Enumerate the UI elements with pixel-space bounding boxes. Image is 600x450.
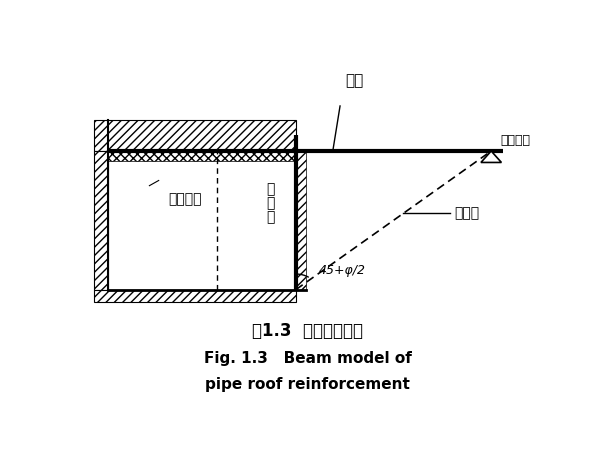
Bar bbox=[94, 120, 296, 151]
Bar bbox=[94, 290, 296, 302]
Polygon shape bbox=[481, 151, 502, 162]
Text: 破坏面: 破坏面 bbox=[454, 207, 479, 220]
Text: Fig. 1.3   Beam model of: Fig. 1.3 Beam model of bbox=[203, 351, 412, 366]
Text: 假定支点: 假定支点 bbox=[500, 134, 530, 147]
Text: 45+φ/2: 45+φ/2 bbox=[319, 264, 366, 277]
Text: 初期支护: 初期支护 bbox=[168, 193, 202, 207]
Text: 管棚: 管棚 bbox=[345, 74, 363, 89]
Text: 开
挖
面: 开 挖 面 bbox=[266, 182, 274, 224]
Text: 图1.3  管棚的梁模型: 图1.3 管棚的梁模型 bbox=[252, 322, 363, 340]
Bar bbox=[107, 151, 296, 161]
Bar bbox=[94, 151, 107, 290]
Bar bbox=[296, 151, 306, 290]
Text: pipe roof reinforcement: pipe roof reinforcement bbox=[205, 378, 410, 392]
